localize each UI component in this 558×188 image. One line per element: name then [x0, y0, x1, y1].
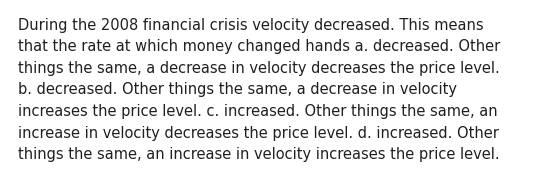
- Text: During the 2008 financial crisis velocity decreased. This means
that the rate at: During the 2008 financial crisis velocit…: [18, 17, 501, 162]
